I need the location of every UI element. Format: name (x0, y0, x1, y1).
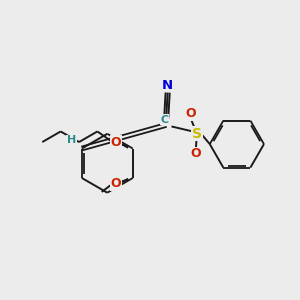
Text: C: C (161, 115, 169, 125)
Text: O: O (185, 107, 196, 120)
Text: N: N (162, 79, 173, 92)
Text: O: O (110, 177, 121, 190)
Text: S: S (192, 127, 202, 141)
Text: O: O (190, 147, 201, 160)
Text: H: H (67, 135, 76, 145)
Text: O: O (110, 136, 121, 148)
